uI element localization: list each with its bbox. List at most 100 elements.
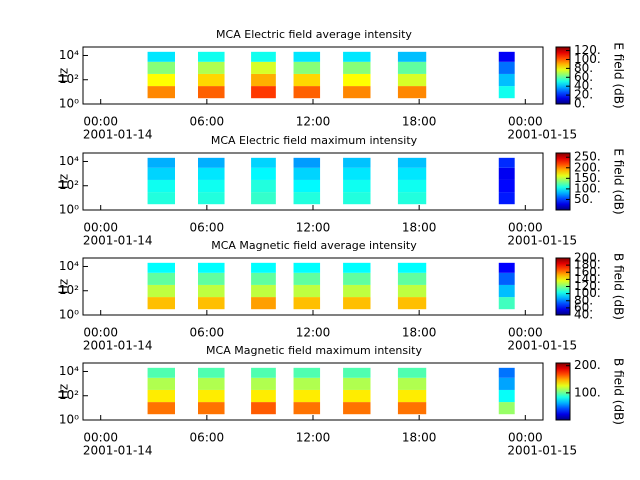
spectrogram-cell <box>343 272 371 285</box>
colorbar-tick-label: 250. <box>574 150 601 164</box>
spectrogram-cell <box>397 167 427 180</box>
spectrogram-cell <box>498 86 515 99</box>
spectrogram-cell <box>251 297 276 310</box>
spectrogram-cell <box>343 377 371 390</box>
spectrogram-cell <box>198 192 225 205</box>
colorbar-label: E field (dB) <box>612 42 626 108</box>
spectrogram-cell <box>147 402 175 415</box>
spectrogram-cell <box>293 179 321 193</box>
spectrogram-cell <box>198 367 225 378</box>
spectrogram-cell <box>343 389 371 403</box>
spectrogram-cell <box>251 86 276 99</box>
spectrogram-cell <box>251 377 276 390</box>
colorbar-tick-label: 80. <box>574 61 593 75</box>
spectrogram-cell <box>251 262 276 273</box>
spectrogram-cell <box>498 179 515 193</box>
colorbar-tick-label: 200. <box>574 160 601 174</box>
spectrogram-cell <box>251 389 276 403</box>
x-tick-label: 12:00 <box>296 431 331 445</box>
spectrogram-cell <box>251 157 276 168</box>
y-tick-label: 10⁴ <box>59 48 79 62</box>
spectrogram-cell <box>343 86 371 99</box>
spectrogram-cell <box>251 61 276 74</box>
x-tick-label: 00:00 <box>508 326 543 340</box>
spectrogram-cell <box>343 402 371 415</box>
x-tick-label: 12:00 <box>296 221 331 235</box>
spectrogram-cell <box>198 167 225 180</box>
x-tick-label: 00:00 <box>83 115 118 129</box>
spectrogram-cell <box>343 262 371 273</box>
y-tick-label: 10⁴ <box>59 364 79 378</box>
spectrogram-cell <box>251 272 276 285</box>
spectrogram-cell <box>343 192 371 205</box>
x-date-label: 2001-01-15 <box>507 128 577 142</box>
spectrogram-cell <box>293 192 321 205</box>
x-date-label: 2001-01-15 <box>507 234 577 248</box>
spectrogram-cell <box>498 367 515 378</box>
spectrogram-cell <box>397 86 427 99</box>
spectrogram-cell <box>251 402 276 415</box>
spectrogram-cell <box>198 157 225 168</box>
y-tick-label: 10² <box>59 72 79 86</box>
spectrogram-cell <box>343 157 371 168</box>
spectrogram-cell <box>293 51 321 62</box>
x-date-label: 2001-01-14 <box>83 128 153 142</box>
x-tick-label: 00:00 <box>508 221 543 235</box>
spectrogram-cell <box>397 297 427 310</box>
spectrogram-cell <box>147 51 175 62</box>
spectrogram-cell <box>293 297 321 310</box>
spectrogram-cell <box>343 297 371 310</box>
panel-title: MCA Magnetic field maximum intensity <box>206 344 422 357</box>
spectrogram-cell <box>198 284 225 298</box>
spectrogram-cell <box>293 86 321 99</box>
spectrogram-cell <box>293 167 321 180</box>
spectrogram-cell <box>198 377 225 390</box>
x-tick-label: 18:00 <box>402 431 437 445</box>
colorbar-tick-label: 60. <box>574 70 593 84</box>
spectrogram-cell <box>293 73 321 87</box>
spectrogram-cell <box>198 51 225 62</box>
y-tick-label: 10⁰ <box>59 413 79 427</box>
spectrogram-cell <box>198 86 225 99</box>
x-tick-label: 18:00 <box>402 326 437 340</box>
spectrogram-cell <box>498 284 515 298</box>
spectrogram-cell <box>147 86 175 99</box>
spectrogram-cell <box>343 367 371 378</box>
spectrogram-cell <box>498 297 515 310</box>
spectrogram-cell <box>198 389 225 403</box>
colorbar-tick-label: 200. <box>574 358 601 372</box>
spectrogram-cell <box>198 61 225 74</box>
spectrogram-cell <box>498 157 515 168</box>
x-tick-label: 06:00 <box>190 431 225 445</box>
x-tick-label: 00:00 <box>508 115 543 129</box>
x-tick-label: 00:00 <box>83 326 118 340</box>
spectrogram-cell <box>251 192 276 205</box>
spectrogram-cell <box>498 262 515 273</box>
spectrogram-cell <box>498 377 515 390</box>
colorbar-tick-label: 120. <box>574 43 601 57</box>
spectrogram-cell <box>147 389 175 403</box>
spectrogram-cell <box>397 192 427 205</box>
spectrogram-cell <box>397 179 427 193</box>
spectrogram-cell <box>251 51 276 62</box>
spectrogram-cell <box>498 61 515 74</box>
colorbar-tick-label: 150. <box>574 171 601 185</box>
colorbar <box>555 46 571 105</box>
x-date-label: 2001-01-15 <box>507 339 577 353</box>
spectrogram-cell <box>293 377 321 390</box>
spectrogram-cell <box>198 402 225 415</box>
colorbar <box>555 362 571 421</box>
spectrogram-cell <box>397 51 427 62</box>
y-tick-label: 10⁰ <box>59 97 79 111</box>
spectrogram-cell <box>147 262 175 273</box>
y-tick-label: 10² <box>59 283 79 297</box>
spectrogram-cell <box>498 272 515 285</box>
y-tick-label: 10⁴ <box>59 154 79 168</box>
colorbar-tick-label: 60. <box>574 300 593 314</box>
colorbar-tick-label: 100. <box>574 385 601 399</box>
spectrogram-cell <box>498 167 515 180</box>
spectrogram-cell <box>397 272 427 285</box>
colorbar-tick-label: 180. <box>574 258 601 272</box>
spectrogram-cell <box>397 61 427 74</box>
